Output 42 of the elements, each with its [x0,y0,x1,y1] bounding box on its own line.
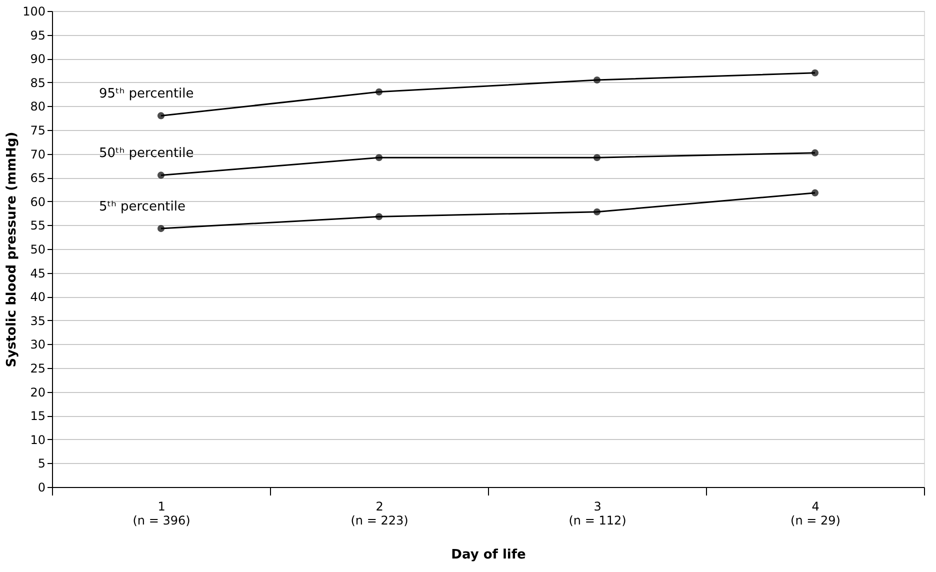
point [811,69,819,76]
point [157,225,165,232]
point [157,112,165,120]
y-tick-label: 45 [30,266,46,280]
y-tick-label: 65 [30,171,46,186]
y-tick-label: 0 [38,480,46,494]
x-axis-title: Day of life [451,548,526,562]
y-tick-label: 25 [30,362,46,376]
y-tick-label: 100 [22,4,46,18]
y-tick-label: 75 [30,124,46,138]
y-tick-label: 95 [30,28,46,42]
series-label: 95ᵗʰ percentile [99,86,194,102]
y-tick-label: 80 [30,100,46,114]
y-tick-label: 55 [30,218,46,233]
point [593,208,601,216]
y-tick-label: 5 [38,456,46,471]
x-tick-label: 3 (n = 112) [568,500,626,528]
x-tick-label: 1 (n = 396) [132,500,190,528]
y-tick-label: 15 [30,409,46,424]
point [375,88,383,96]
y-tick-label: 60 [30,194,46,209]
point [157,172,165,179]
point [593,76,601,84]
y-tick-label: 85 [30,76,46,90]
y-tick-label: 90 [30,52,46,66]
y-tick-label: 30 [30,338,46,352]
y-tick-label: 50 [30,242,46,256]
y-tick-label: 20 [30,385,46,400]
point [811,149,819,156]
x-tick-label: 2 (n = 223) [350,500,408,528]
y-tick-label: 10 [30,432,46,447]
y-axis-title: Systolic blood pressure (mmHg) [4,132,20,368]
point [811,189,819,196]
x-tick-label: 4 (n = 29) [790,500,840,528]
point [593,154,601,162]
point [375,154,383,162]
y-tick-label: 40 [30,290,46,304]
series-label: 5ᵗʰ percentile [99,200,186,215]
series-label: 50ᵗʰ percentile [99,146,194,162]
point [375,213,383,220]
y-tick-label: 35 [30,314,46,328]
y-tick-label: 70 [30,147,46,162]
